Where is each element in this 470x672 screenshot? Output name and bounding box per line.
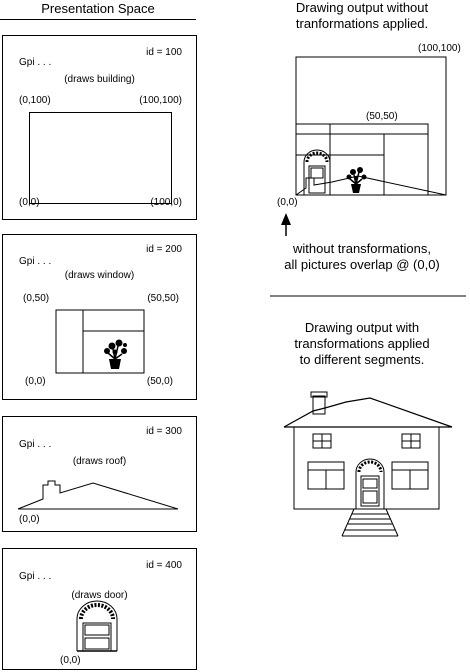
arched-door-icon xyxy=(303,149,331,195)
segment-panel-roof: id = 300 Gpi . . . (draws roof) (0,0) xyxy=(2,416,197,532)
building-rectangle xyxy=(29,112,172,204)
segment-id-label: id = 200 xyxy=(146,244,182,255)
coord-label-bottom-left: (0,0) xyxy=(25,376,46,387)
coord-label-top-left: (0,50) xyxy=(23,293,50,304)
up-arrow-icon xyxy=(281,213,291,236)
segment-id-label: id = 100 xyxy=(146,47,182,58)
coord-label-top-right: (100,100) xyxy=(139,95,182,106)
without-transforms-title: Drawing output without tranformations ap… xyxy=(295,0,429,31)
coord-label-top-right: (50,50) xyxy=(147,293,179,304)
door-drawing xyxy=(76,600,118,652)
coord-label-50-50: (50,50) xyxy=(366,111,398,122)
presentation-space-title: Presentation Space xyxy=(41,1,155,16)
coord-label-bottom-right: (50,0) xyxy=(146,376,173,387)
gpi-label: Gpi . . . xyxy=(19,256,52,267)
window-drawing xyxy=(55,309,145,374)
front-steps xyxy=(341,508,399,537)
with-transforms-title: Drawing output with transformations appl… xyxy=(294,320,430,367)
draw-action-label: (draws door) xyxy=(71,590,128,601)
arched-door-icon xyxy=(76,600,118,652)
potted-plant-icon xyxy=(346,167,367,193)
gpi-label: Gpi . . . xyxy=(19,57,52,68)
overlap-note: without transformations, all pictures ov… xyxy=(284,241,440,272)
segment-panel-window: id = 200 Gpi . . . (draws window) (0,50)… xyxy=(2,234,197,400)
coord-label-bottom-right: (100,0) xyxy=(150,197,182,208)
segment-panel-door: id = 400 Gpi . . . (draws door) (0,0) xyxy=(2,548,197,670)
coord-label-bottom-left: (0,0) xyxy=(60,655,81,666)
coord-label-top-left: (0,100) xyxy=(19,95,51,106)
coord-label-bottom-left: (0,0) xyxy=(19,514,40,525)
draw-action-label: (draws window) xyxy=(64,270,135,281)
segment-id-label: id = 400 xyxy=(146,560,182,571)
gpi-label: Gpi . . . xyxy=(19,571,52,582)
title-underline xyxy=(0,19,196,20)
coord-label-origin: (0,0) xyxy=(277,197,298,208)
draw-action-label: (draws building) xyxy=(64,74,135,85)
gpi-label: Gpi . . . xyxy=(19,439,52,450)
segment-id-label: id = 300 xyxy=(146,426,182,437)
arched-door-icon xyxy=(355,458,385,509)
segment-panel-building: id = 100 Gpi . . . (draws building) (0,1… xyxy=(2,35,197,220)
potted-plant-icon xyxy=(104,339,127,369)
draw-action-label: (draws roof) xyxy=(72,456,127,467)
coord-label-100-100: (100,100) xyxy=(418,43,461,54)
roof-drawing xyxy=(17,480,179,510)
coord-label-bottom-left: (0,0) xyxy=(19,197,40,208)
